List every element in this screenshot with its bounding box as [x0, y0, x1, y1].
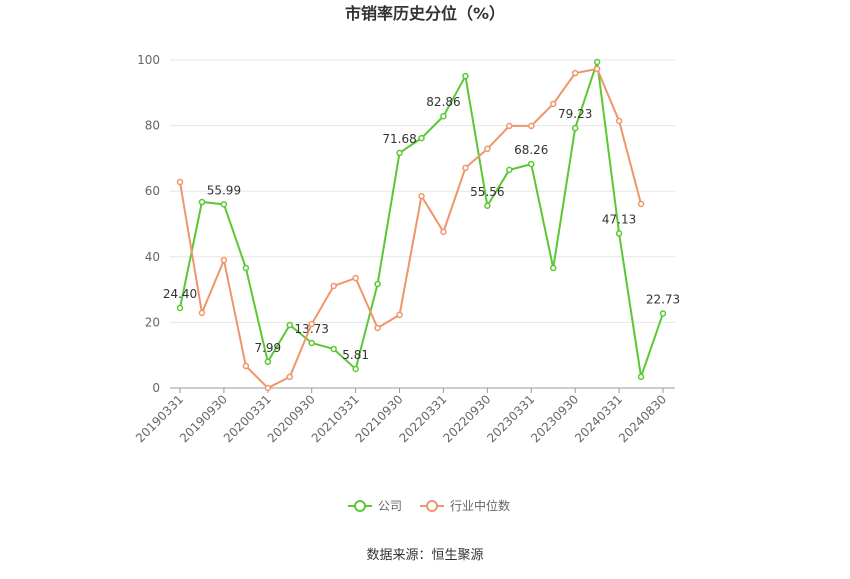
- point: [637, 373, 645, 381]
- point: [549, 264, 557, 272]
- point: [528, 160, 535, 168]
- value-label: 47.13: [602, 212, 636, 226]
- value-label: 55.99: [207, 183, 241, 197]
- chart-title: 市销率历史分位（%）: [345, 4, 505, 23]
- point: [484, 202, 491, 210]
- point: [176, 304, 184, 312]
- point: [198, 198, 206, 206]
- series-line: [179, 67, 643, 390]
- legend-marker: [354, 500, 366, 512]
- legend-marker: [426, 500, 439, 512]
- point: [176, 178, 184, 186]
- point: [374, 324, 381, 332]
- point: [615, 230, 623, 237]
- value-label: 13.73: [295, 322, 329, 336]
- point: [330, 345, 337, 353]
- source: 数据来源：恒生聚源: [366, 548, 483, 563]
- y-tick-label: 100: [137, 53, 160, 67]
- point: [549, 100, 557, 108]
- value-label: 7.99: [254, 341, 281, 355]
- point: [418, 134, 425, 142]
- value-label: 71.68: [382, 132, 416, 146]
- point: [264, 358, 272, 366]
- point: [242, 362, 250, 370]
- value-label: 79.23: [558, 107, 592, 121]
- point: [308, 320, 315, 328]
- point: [462, 164, 469, 172]
- value-label: 5.81: [342, 348, 369, 362]
- point: [352, 274, 359, 282]
- point: [242, 264, 250, 272]
- value-label: 24.40: [163, 287, 197, 301]
- point: [330, 282, 337, 290]
- point: [440, 228, 447, 236]
- point: [396, 149, 403, 157]
- point: [396, 311, 403, 319]
- point: [593, 65, 601, 73]
- point: [615, 117, 623, 125]
- point: [308, 339, 315, 347]
- value-label: 55.56: [470, 185, 504, 199]
- y-tick-label: 0: [152, 381, 160, 395]
- y-tick-label: 60: [145, 184, 160, 198]
- point: [286, 321, 294, 329]
- point: [571, 69, 579, 77]
- point: [637, 200, 645, 208]
- point: [352, 365, 359, 373]
- value-label: 68.26: [514, 143, 548, 157]
- x-tick-label: 20240830: [616, 392, 669, 445]
- point: [528, 122, 535, 130]
- point: [374, 280, 381, 288]
- y-tick-label: 40: [145, 250, 160, 264]
- point: [418, 192, 425, 200]
- point: [286, 373, 294, 381]
- y-tick-label: 80: [145, 119, 160, 133]
- point: [659, 310, 667, 317]
- value-label: 22.73: [646, 292, 680, 306]
- legend-label: 公司: [378, 499, 402, 513]
- point: [198, 309, 206, 317]
- point: [484, 145, 491, 153]
- legend-label: 行业中位数: [450, 498, 510, 513]
- point: [593, 58, 601, 66]
- point: [462, 72, 469, 80]
- point: [506, 122, 513, 130]
- point: [571, 124, 579, 132]
- point: [220, 201, 228, 208]
- point: [220, 256, 228, 264]
- point: [506, 166, 513, 174]
- value-label: 82.86: [426, 95, 460, 109]
- y-tick-label: 20: [145, 315, 160, 329]
- point: [264, 384, 272, 392]
- point: [440, 112, 447, 120]
